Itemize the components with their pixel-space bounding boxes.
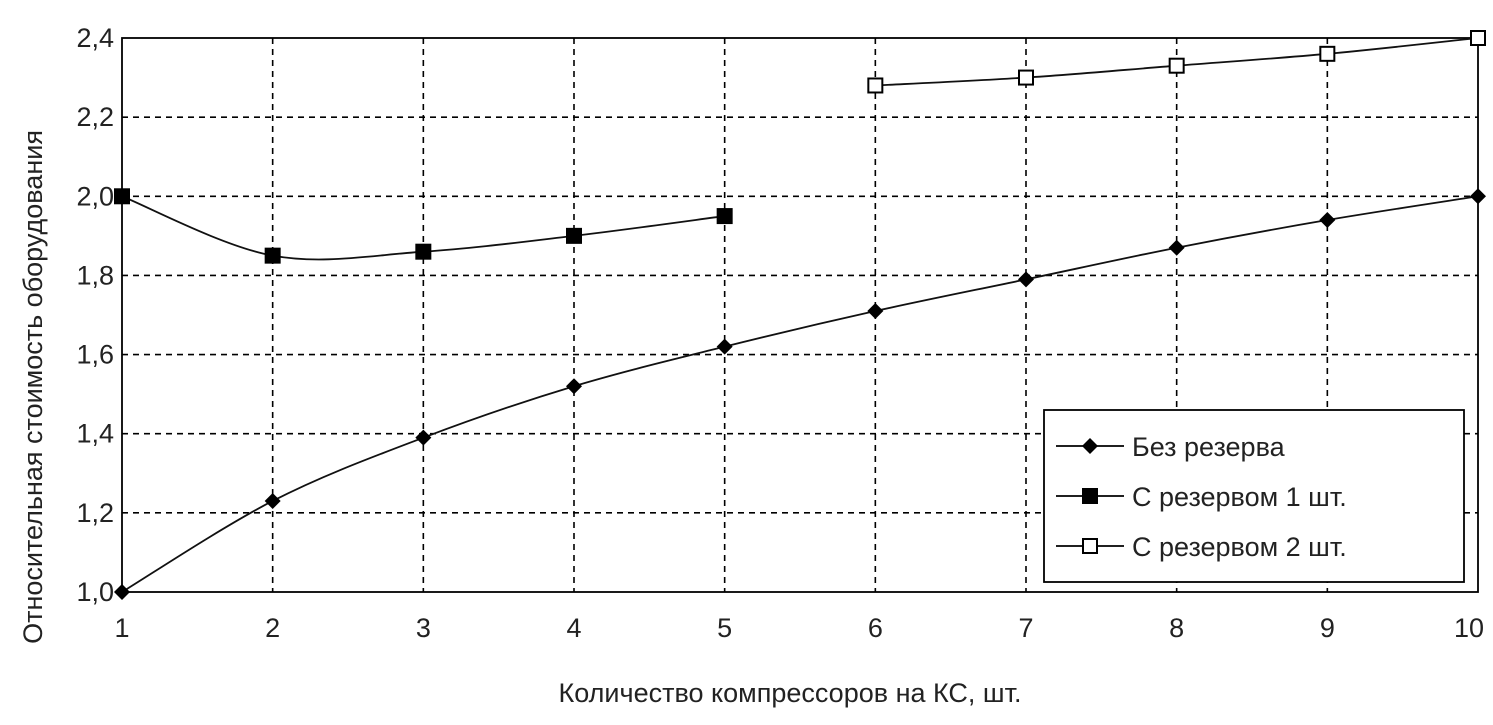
legend-marker <box>1082 438 1098 454</box>
series-1 <box>114 188 1486 600</box>
x-tick-label: 2 <box>265 613 280 643</box>
x-tick-label: 8 <box>1169 613 1184 643</box>
data-point <box>716 208 733 225</box>
plot-frame <box>121 37 1479 593</box>
y-axis-title: Относительная стоимость оборудования <box>18 130 48 644</box>
legend-label: Без резерва <box>1132 432 1286 462</box>
x-tick-label: 9 <box>1320 613 1335 643</box>
series-line <box>121 195 1479 593</box>
data-point <box>114 188 130 205</box>
y-tick-label: 2,2 <box>76 102 114 132</box>
y-tick-label: 1,0 <box>76 577 114 607</box>
data-point <box>1168 57 1185 74</box>
legend-label: С резервом 1 шт. <box>1132 482 1347 512</box>
legend-item: Без резерва <box>1056 432 1286 462</box>
x-tick-label: 7 <box>1018 613 1033 643</box>
data-point <box>716 338 733 355</box>
x-tick-label: 3 <box>416 613 431 643</box>
data-point <box>1168 239 1185 256</box>
y-tick-label: 1,4 <box>76 419 114 449</box>
x-tick-labels: 1 2 3 4 5 6 7 8 9 10 <box>114 613 1484 643</box>
data-point <box>1018 271 1034 288</box>
data-point <box>1018 69 1034 86</box>
x-tick-label: 4 <box>566 613 581 643</box>
legend-label: С резервом 2 шт. <box>1132 532 1347 562</box>
y-tick-label: 1,8 <box>76 260 114 290</box>
y-tick-label: 2,0 <box>76 181 114 211</box>
legend-item: С резервом 1 шт. <box>1056 482 1347 512</box>
data-point <box>415 243 432 260</box>
data-point <box>264 247 281 264</box>
x-tick-label: 6 <box>868 613 883 643</box>
data-point <box>1470 30 1486 46</box>
data-point <box>867 77 884 94</box>
x-tick-label: 10 <box>1454 613 1484 643</box>
data-point <box>415 429 432 446</box>
x-tick-label: 1 <box>114 613 129 643</box>
y-tick-label: 1,6 <box>76 340 114 370</box>
y-tick-labels: 1,0 1,2 1,4 1,6 1,8 2,0 2,2 2,4 <box>76 23 114 607</box>
data-point <box>1319 45 1336 62</box>
data-point <box>566 227 582 244</box>
legend: Без резерва С резервом 1 шт. С резервом 2 … <box>1043 409 1465 583</box>
series-2 <box>114 188 733 264</box>
data-point <box>566 378 582 395</box>
data-point <box>114 584 130 600</box>
series-3 <box>867 30 1486 94</box>
y-tick-label: 1,2 <box>76 498 114 528</box>
legend-marker <box>1082 538 1098 554</box>
legend-item: С резервом 2 шт. <box>1056 532 1347 562</box>
x-axis-title: Количество компрессоров на КС, шт. <box>559 678 1022 708</box>
y-tick-label: 2,4 <box>76 23 114 53</box>
data-point <box>264 492 281 509</box>
grid <box>122 38 1478 592</box>
data-point <box>1319 212 1336 229</box>
data-point <box>1470 188 1486 205</box>
series-layer <box>114 30 1486 600</box>
x-tick-label: 5 <box>717 613 732 643</box>
legend-marker <box>1082 488 1098 504</box>
data-point <box>867 303 884 320</box>
